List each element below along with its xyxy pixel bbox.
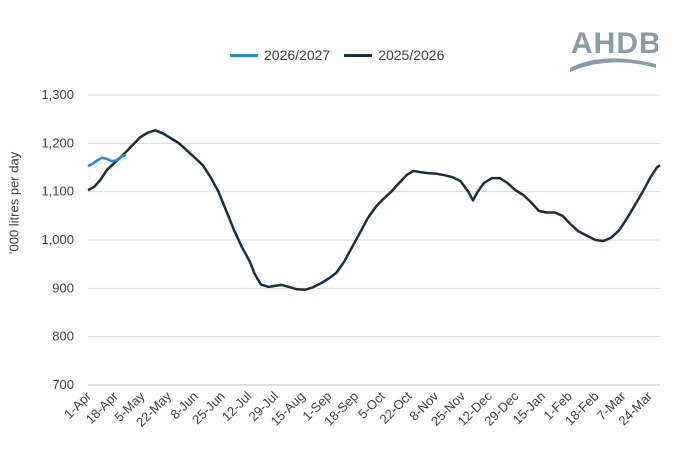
series-line-1 <box>87 153 127 168</box>
legend-swatch-series-1 <box>230 53 258 57</box>
legend-label-series-1: 2026/2027 <box>264 47 331 63</box>
logo-text: AHDB <box>571 27 658 60</box>
y-tick-label: 900 <box>52 280 74 295</box>
legend-swatch-series-2 <box>344 53 373 57</box>
gridlines <box>88 94 660 338</box>
legend-item-series-1: 2026/2027 <box>230 47 330 63</box>
legend-item-series-2: 2025/2026 <box>344 47 444 63</box>
ahdb-wave-icon <box>570 58 656 72</box>
legend: 2026/2027 2025/2026 <box>230 47 444 63</box>
y-axis-label-wrapper: '000 litres per day <box>7 152 22 254</box>
legend-label-series-2: 2025/2026 <box>378 47 445 63</box>
y-tick-label: 1,200 <box>41 135 74 150</box>
y-tick-label: 800 <box>52 329 74 344</box>
series-line-2 <box>87 129 661 292</box>
y-axis-label: '000 litres per day <box>6 151 22 254</box>
x-tick-label: 12-Jul <box>219 388 255 424</box>
series-lines <box>87 129 661 292</box>
ahdb-logo: AHDB <box>570 27 658 72</box>
y-tick-label: 1,300 <box>41 87 74 102</box>
y-axis-ticks: 700 800 900 1,000 1,100 1,200 1,300 <box>41 87 74 392</box>
x-axis-ticks: 1-Apr18-Apr5-May22-May8-Jun25-Jun12-Jul2… <box>61 388 656 430</box>
y-tick-label: 1,100 <box>41 184 74 199</box>
y-tick-label: 700 <box>52 377 74 392</box>
y-tick-label: 1,000 <box>41 232 74 247</box>
